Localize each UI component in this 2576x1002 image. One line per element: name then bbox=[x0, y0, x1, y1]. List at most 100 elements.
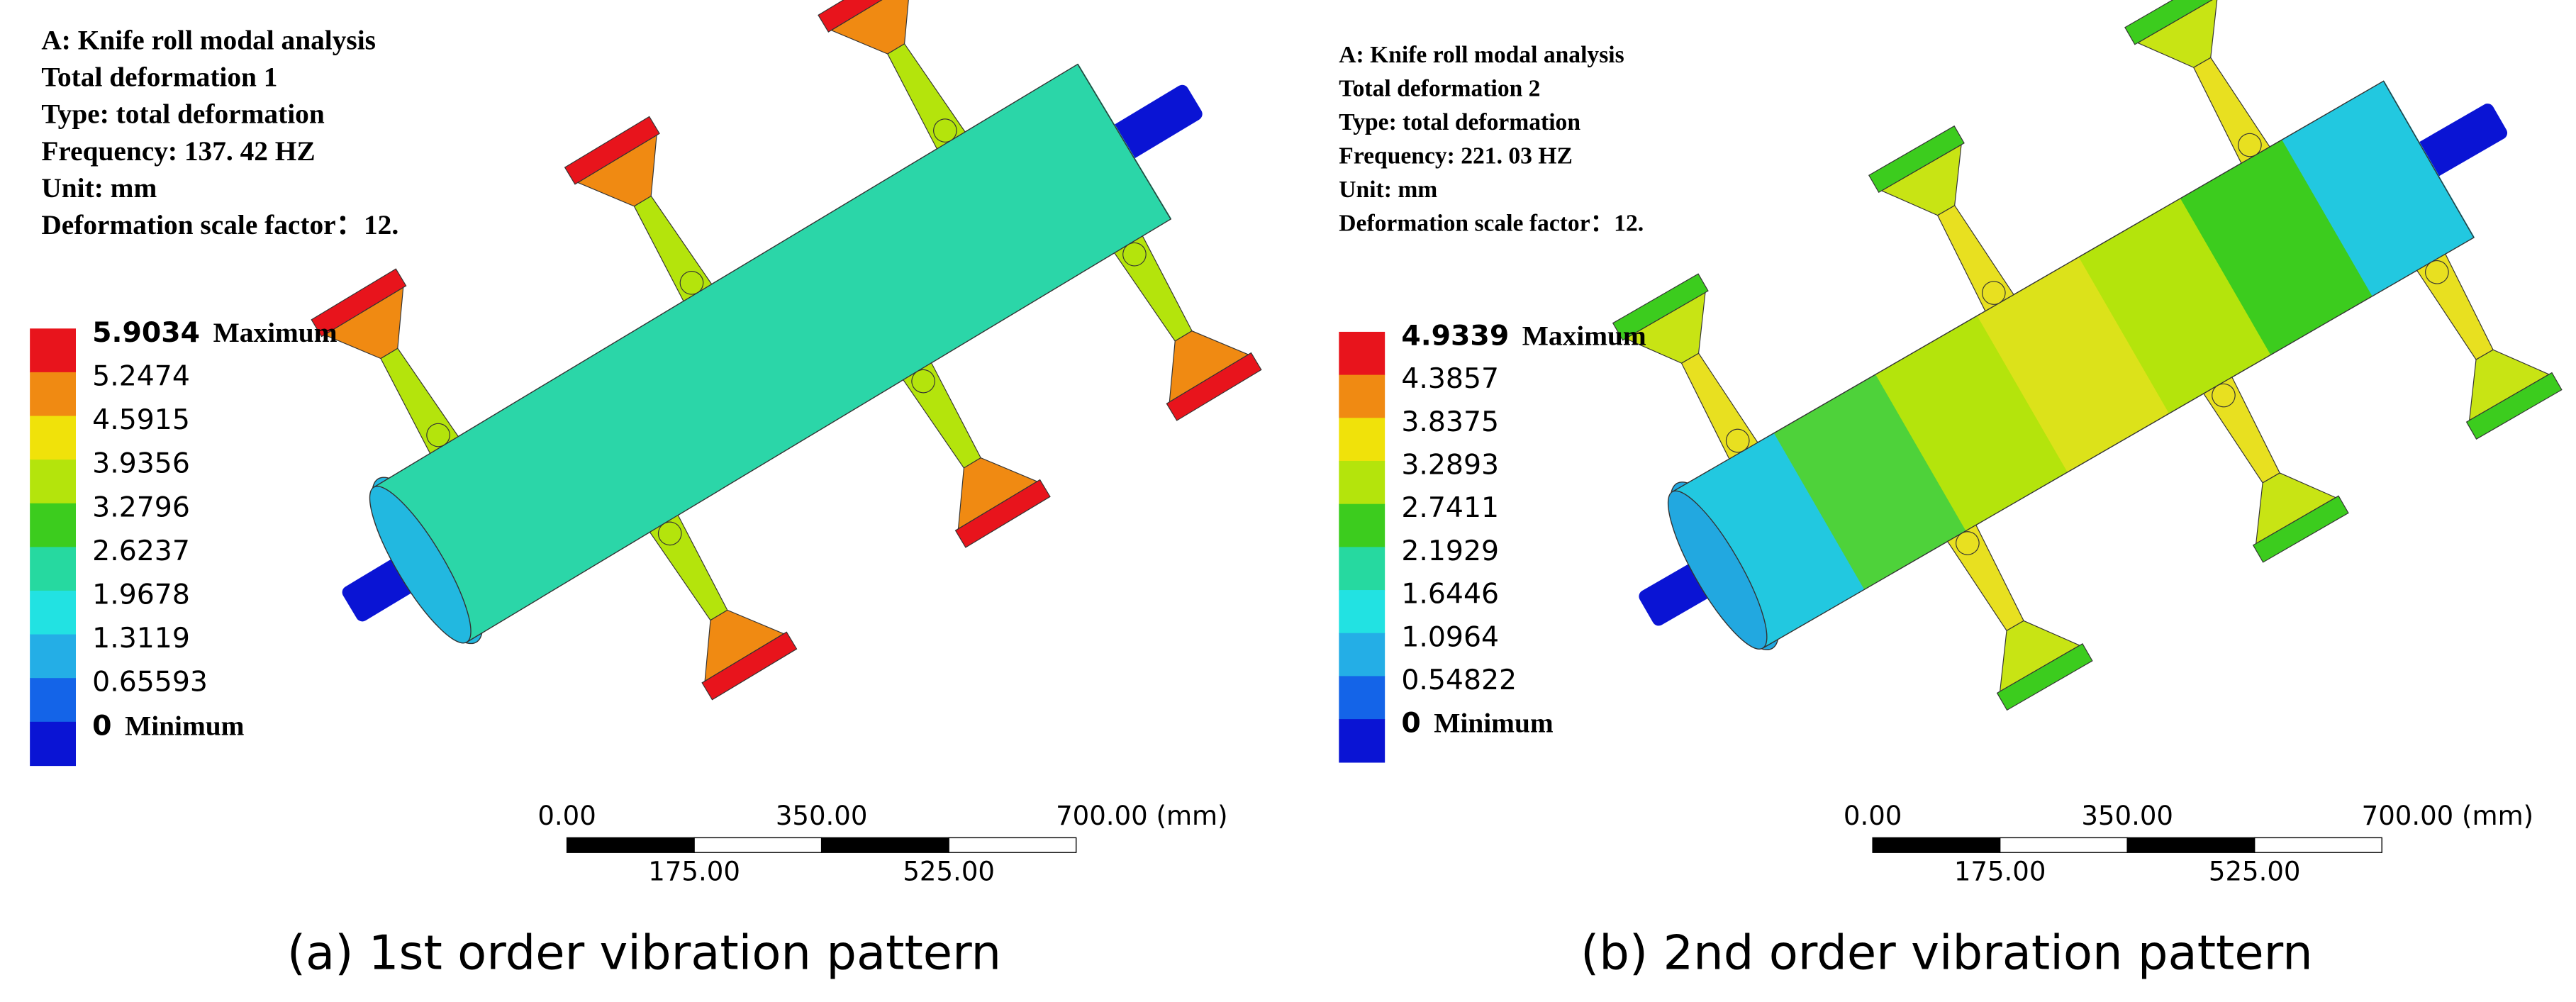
scale-segment bbox=[2254, 837, 2382, 853]
blade-tip bbox=[1868, 125, 1965, 194]
header-line: A: Knife roll modal analysis bbox=[1339, 42, 1624, 68]
scale-segment bbox=[820, 837, 949, 853]
legend-swatch bbox=[1339, 633, 1385, 677]
legend-swatch bbox=[30, 460, 77, 504]
roll-body bbox=[2180, 139, 2373, 355]
legend-value: 0.65593 bbox=[92, 666, 208, 698]
bolt bbox=[1956, 531, 1980, 555]
bolt bbox=[1725, 428, 1750, 453]
bolt bbox=[657, 521, 682, 546]
roll-face bbox=[1667, 490, 1768, 650]
scale-segment bbox=[1999, 837, 2128, 853]
scale-label: 700.00 (mm) bbox=[1056, 801, 1228, 831]
header-line: Total deformation 2 bbox=[1339, 76, 1540, 102]
scale-label: 350.00 bbox=[2081, 801, 2173, 831]
bolt bbox=[1982, 281, 2006, 305]
blade bbox=[830, 0, 911, 55]
roll-body bbox=[374, 63, 1172, 642]
legend-swatch bbox=[1339, 719, 1385, 763]
legend-swatch bbox=[30, 634, 77, 679]
scale-label: 0.00 bbox=[537, 801, 596, 831]
header-line: Type: total deformation bbox=[41, 99, 324, 130]
scale-segment bbox=[1872, 837, 2001, 853]
blade-tip bbox=[1612, 273, 1709, 341]
legend-max-label: Maximum bbox=[1522, 320, 1646, 351]
scale-label: 0.00 bbox=[1844, 801, 1902, 831]
legend-value: 4.3857 bbox=[1401, 362, 1499, 395]
scale-label: 525.00 bbox=[903, 857, 995, 887]
legend-value: 5.2474 bbox=[92, 360, 190, 392]
panel: A: Knife roll modal analysis Total deform… bbox=[30, 0, 1262, 981]
header-line: Deformation scale factor：12. bbox=[41, 209, 398, 240]
knife-roll bbox=[1612, 0, 2563, 711]
legend-swatch bbox=[1339, 590, 1385, 634]
bolt bbox=[911, 369, 935, 394]
legend-value: 4.9339 bbox=[1401, 319, 1509, 352]
legend-value: 0.54822 bbox=[1401, 664, 1517, 696]
scale-label: 175.00 bbox=[1954, 857, 2046, 887]
header-line: A: Knife roll modal analysis bbox=[41, 24, 376, 55]
legend-min-label: Minimum bbox=[1434, 708, 1554, 739]
legend-swatch bbox=[30, 503, 77, 548]
roll-face bbox=[369, 486, 472, 644]
legend-value: 2.6237 bbox=[92, 535, 190, 567]
legend-max-label: Maximum bbox=[213, 317, 338, 348]
blade-tip bbox=[1166, 352, 1262, 421]
bolt bbox=[679, 270, 704, 295]
roll-body bbox=[1875, 315, 2068, 531]
legend-swatch bbox=[1339, 374, 1385, 418]
legend-swatch bbox=[30, 372, 77, 417]
legend-swatch bbox=[30, 590, 77, 635]
scale-label: 350.00 bbox=[776, 801, 868, 831]
legend-value: 0 bbox=[1401, 707, 1420, 740]
panel: A: Knife roll modal analysis Total deform… bbox=[1339, 0, 2563, 981]
blade-tip bbox=[2465, 372, 2563, 440]
legend-value: 1.0964 bbox=[1401, 620, 1499, 653]
legend-value: 1.9678 bbox=[92, 579, 190, 611]
legend-swatch bbox=[30, 678, 77, 723]
legend-value: 5.9034 bbox=[92, 316, 200, 349]
header-line: Frequency: 221. 03 HZ bbox=[1339, 143, 1573, 169]
legend-swatch bbox=[1339, 418, 1385, 462]
header-line: Unit: mm bbox=[1339, 177, 1437, 203]
bolt bbox=[426, 423, 450, 447]
legend-value: 0 bbox=[92, 709, 111, 742]
legend-value: 2.1929 bbox=[1401, 535, 1499, 567]
legend-swatch bbox=[1339, 331, 1385, 376]
bolt bbox=[933, 118, 957, 143]
legend-swatch bbox=[30, 328, 77, 373]
scale-segment bbox=[948, 837, 1077, 853]
legend-swatch bbox=[1339, 503, 1385, 548]
legend-value: 1.3119 bbox=[92, 622, 190, 655]
scale-segment bbox=[693, 837, 823, 853]
blade-tip bbox=[701, 631, 798, 701]
legend-value: 2.7411 bbox=[1401, 491, 1499, 524]
caption: (b) 2nd order vibration pattern bbox=[1580, 925, 2313, 981]
legend-value: 4.5915 bbox=[92, 403, 190, 436]
blade-tip bbox=[954, 479, 1051, 548]
roll-body bbox=[2282, 80, 2475, 296]
legend-value: 3.8375 bbox=[1401, 406, 1499, 438]
roll-body bbox=[1773, 374, 1967, 590]
caption: (a) 1st order vibration pattern bbox=[287, 925, 1001, 981]
blade-tip bbox=[1996, 643, 2093, 711]
roll-body bbox=[2078, 198, 2272, 414]
scale-segment bbox=[566, 837, 695, 853]
blade-tip bbox=[818, 0, 914, 33]
scale-label: 175.00 bbox=[648, 857, 740, 887]
header-line: Frequency: 137. 42 HZ bbox=[41, 135, 315, 167]
legend-swatch bbox=[1339, 547, 1385, 591]
header-line: Type: total deformation bbox=[1339, 109, 1580, 135]
legend-swatch bbox=[1339, 676, 1385, 720]
bolt bbox=[2212, 383, 2236, 408]
blade-tip bbox=[311, 268, 407, 338]
legend-value: 3.2893 bbox=[1401, 449, 1499, 481]
scale-label: 700.00 (mm) bbox=[2362, 801, 2534, 831]
roll-body bbox=[1672, 433, 1866, 649]
bolt bbox=[2238, 133, 2262, 157]
knife-roll bbox=[311, 0, 1262, 701]
scale-segment bbox=[2126, 837, 2256, 853]
legend-swatch bbox=[1339, 460, 1385, 505]
